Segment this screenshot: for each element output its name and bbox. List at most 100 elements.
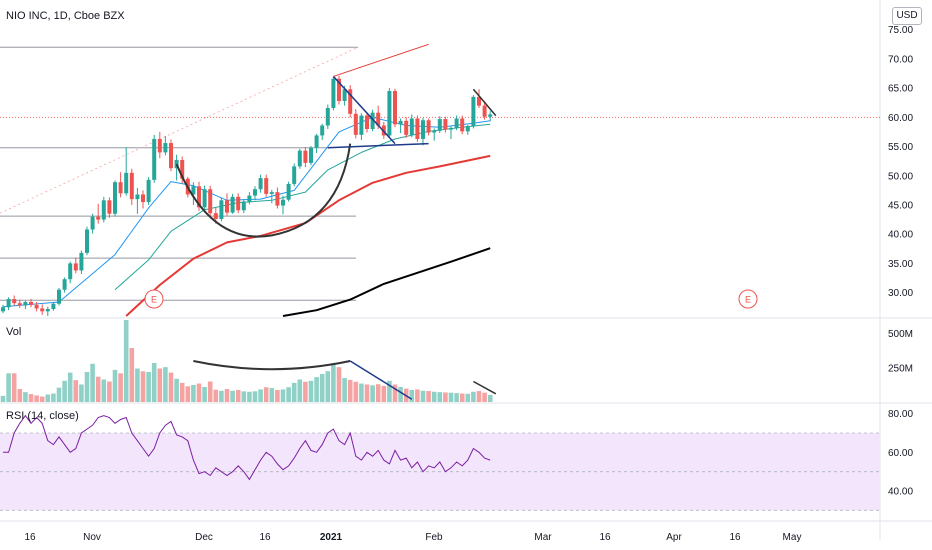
earnings-marker-label: E [745,295,751,305]
candle-body [225,200,229,213]
volume-bar [409,389,415,402]
time-axis-label: Apr [666,532,682,543]
candle-body [393,91,397,125]
volume-bar [28,394,34,402]
volume-bar [308,380,314,402]
candle-body [51,303,56,309]
volume-bar [179,382,185,402]
candle-body [477,96,481,106]
candle-body [443,119,448,130]
candle-body [180,159,185,179]
candle-body [409,118,414,135]
candle-body [281,199,285,206]
chart-title: NIO INC, 1D, Cboe BZX [6,10,125,22]
drawings-back-layer [0,46,359,214]
volume-bar [359,383,364,402]
candle-body [337,78,341,101]
candle-body [118,182,123,194]
volume-bar [112,369,118,402]
volume-bar [269,388,275,402]
volume-bar [275,389,280,402]
candle-body [1,307,5,312]
candle-body [236,196,241,211]
candle-body [258,178,263,190]
volume-bar [415,389,420,402]
volume-bar [303,381,308,402]
candle-body [325,107,330,126]
candle-body [73,263,78,271]
volume-bar [381,385,387,402]
time-axis-label: Mar [534,532,552,543]
moving-average-line [2,116,491,308]
volume-bar [459,393,465,402]
candle-body [57,289,61,304]
axis-tick-label: 75.00 [888,25,913,36]
candle-body [297,150,302,167]
candle-body [113,182,117,214]
candle-body [275,192,280,206]
volume-bar [263,387,269,402]
candle-body [460,118,465,132]
volume-bar [185,386,191,402]
candle-body [6,299,11,308]
candle-body [292,166,297,184]
candle-body [426,120,431,133]
moving-average-line [282,247,491,317]
axis-tick-label: 35.00 [888,259,913,270]
axis-tick-label: 80.00 [888,409,913,420]
earnings-marker-label: E [151,295,157,305]
candle-body [79,252,84,271]
candle-body [213,213,218,220]
axis-tick-label: 45.00 [888,200,913,211]
volume-bar [347,379,353,402]
volume-bar [6,373,11,402]
candle-body [387,91,392,136]
candle-body [152,138,157,180]
volume-bar [454,393,459,402]
volume-bar [331,363,336,402]
volume-bar [107,381,112,402]
volume-bar [135,368,140,402]
volume-bar [34,395,39,402]
candle-body [264,178,269,194]
volume-bar [319,373,325,402]
candle-body [342,89,347,101]
candle-body [432,130,437,133]
candle-body [129,172,134,200]
candle-body [17,303,22,306]
volume-bar [336,367,342,402]
candle-body [169,143,173,169]
currency-button[interactable]: USD [892,7,922,25]
breakout-base-line [327,142,429,149]
axis-tick-label: 70.00 [888,54,913,65]
candle-body [107,200,112,214]
time-axis-label: May [783,532,802,543]
volume-bar [364,384,370,402]
volume-label: Vol [6,326,22,338]
time-axis-label: Dec [195,532,213,543]
candle-body [309,147,313,163]
candle-body [370,112,375,130]
candle-body [85,229,89,253]
volume-bar [291,382,297,402]
axis-tick-label: 65.00 [888,84,913,95]
volume-bar [79,384,84,402]
volume-bar [314,377,319,402]
candle-body [253,189,257,196]
candle-body [488,114,493,117]
volume-bar [297,379,303,402]
candles-layer [1,75,493,316]
volume-bar [392,384,398,402]
volume-bar [207,381,213,402]
volume-bar [140,371,146,402]
volume-bar [280,389,286,402]
volume-wedge-line [473,380,497,395]
volume-bar [398,386,403,402]
candle-body [40,308,45,312]
candle-body [241,201,246,211]
candle-body [230,196,235,213]
volume-bar [196,383,202,402]
volume-bar [219,390,224,402]
